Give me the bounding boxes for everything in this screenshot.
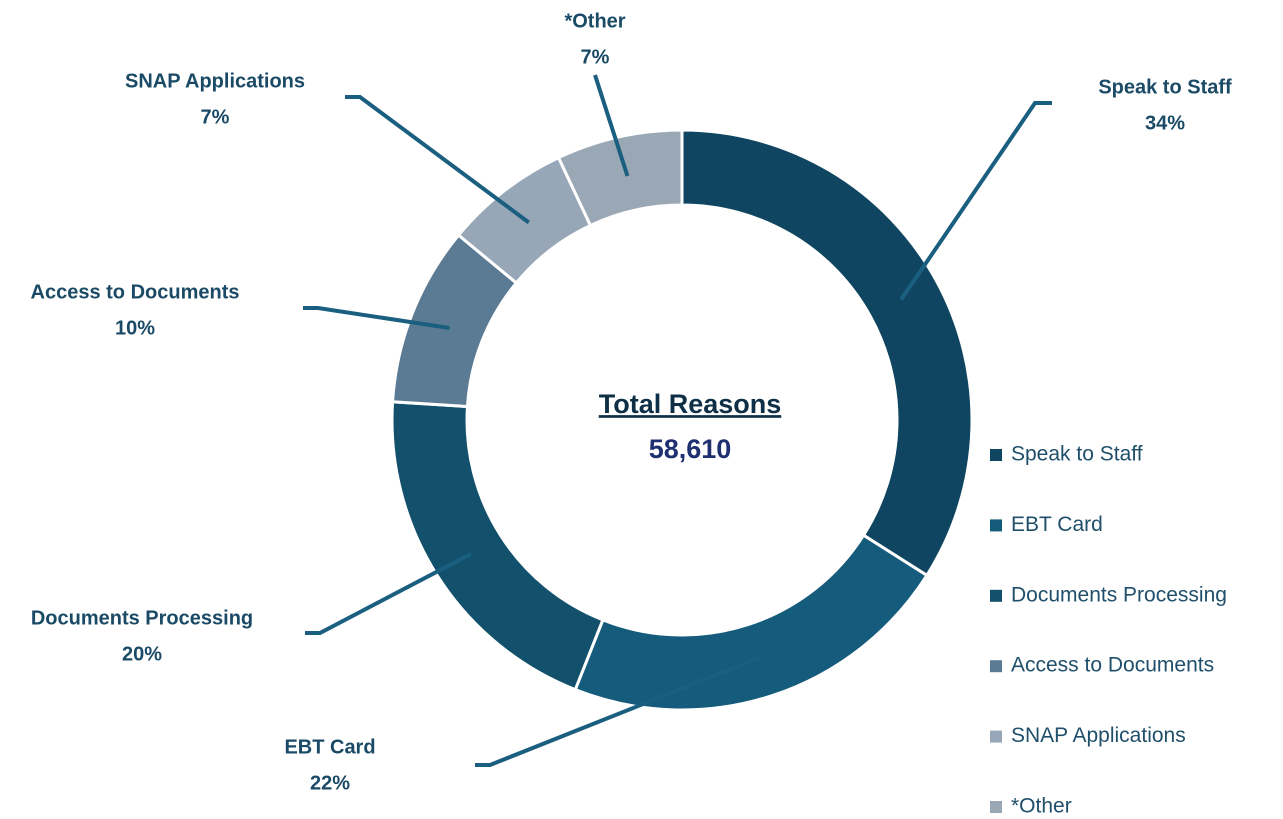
- leader-line: [305, 552, 472, 635]
- slice-value-label: 20%: [122, 643, 162, 665]
- slice-label: Speak to Staff: [1098, 76, 1232, 98]
- slice-value-label: 7%: [581, 46, 610, 68]
- legend-swatch: [990, 519, 1002, 532]
- slice-label: SNAP Applications: [125, 70, 305, 92]
- legend-label: Documents Processing: [1011, 583, 1227, 606]
- center-value: 58,610: [649, 434, 732, 464]
- legend-label: EBT Card: [1011, 513, 1103, 536]
- legend-swatch: [990, 449, 1002, 461]
- slice-label: Documents Processing: [31, 607, 253, 629]
- center-title: Total Reasons: [599, 389, 782, 419]
- leader-line: [593, 74, 630, 177]
- donut-slice: [680, 128, 974, 578]
- legend-swatch: [990, 730, 1002, 743]
- leader-line: [475, 655, 760, 767]
- legend-swatch: [990, 589, 1002, 602]
- donut-slice: [573, 533, 929, 712]
- slice-label: EBT Card: [284, 736, 375, 758]
- legend-swatch: [990, 660, 1002, 673]
- legend-label: *Other: [1011, 795, 1072, 818]
- legend-label: Speak to Staff: [1011, 443, 1143, 466]
- legend-label: SNAP Applications: [1011, 724, 1186, 747]
- legend-label: Access to Documents: [1011, 654, 1214, 677]
- slice-value-label: 7%: [201, 106, 230, 128]
- slice-label: *Other: [564, 10, 625, 32]
- donut-slice: [556, 128, 684, 228]
- legend-swatch: [990, 801, 1002, 813]
- slice-value-label: 22%: [310, 772, 350, 794]
- leader-line: [899, 101, 1052, 301]
- slice-value-label: 34%: [1145, 112, 1185, 134]
- slice-label: Access to Documents: [31, 281, 240, 303]
- donut-slice: [390, 400, 605, 692]
- slice-value-label: 10%: [115, 317, 155, 339]
- leader-line: [303, 306, 450, 330]
- leader-line: [345, 95, 530, 225]
